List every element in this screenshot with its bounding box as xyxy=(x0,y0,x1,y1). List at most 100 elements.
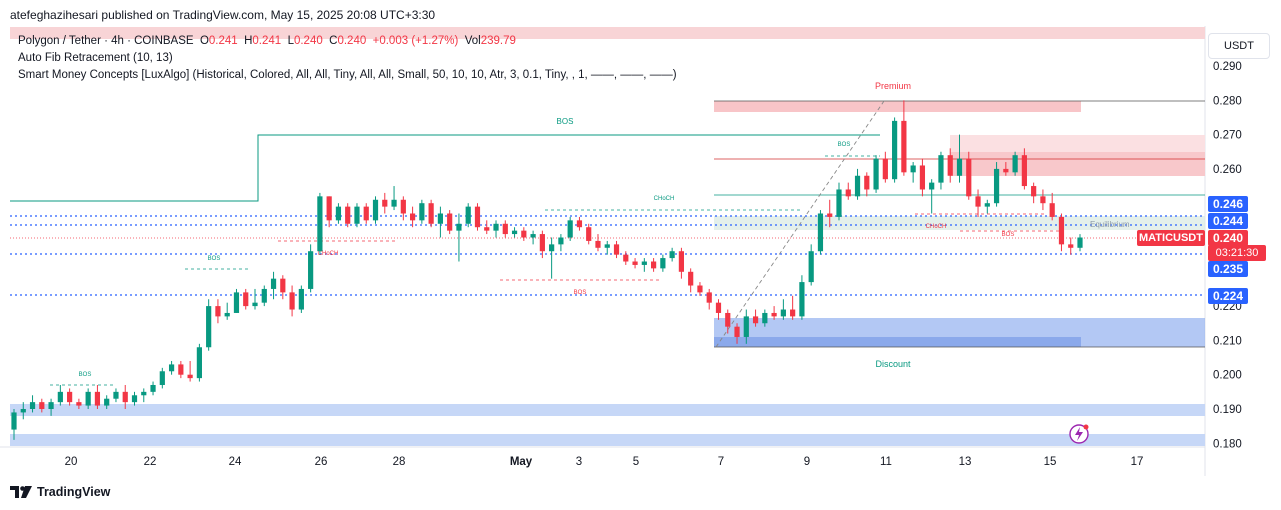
candle-body xyxy=(576,220,583,228)
equilibrium-zone xyxy=(714,216,1205,230)
tradingview-logo[interactable]: TradingView xyxy=(10,485,110,499)
candle-body xyxy=(567,220,573,238)
candle-body xyxy=(224,312,230,317)
price-badge: 0.246 xyxy=(1208,196,1248,212)
candle xyxy=(864,172,870,197)
candle-body xyxy=(966,158,972,197)
candle-body xyxy=(845,189,851,197)
time-tick-label: 22 xyxy=(144,456,157,468)
candle xyxy=(326,196,332,228)
candle-body xyxy=(882,158,888,180)
price-tick-label: 0.210 xyxy=(1213,335,1242,347)
candle-body xyxy=(308,251,314,289)
candle xyxy=(76,398,82,409)
legend-vol-label: Vol xyxy=(464,35,481,47)
time-tick-label: 7 xyxy=(718,456,724,468)
candle xyxy=(474,203,481,231)
legend-h-label: H xyxy=(244,35,253,47)
candle-body xyxy=(790,309,796,317)
candle-body xyxy=(289,292,295,310)
symbol-badge: MATICUSDT xyxy=(1137,230,1205,246)
candle-body xyxy=(688,271,694,286)
candle xyxy=(947,148,953,183)
candle xyxy=(799,275,805,320)
candle xyxy=(910,162,916,183)
candle xyxy=(771,306,777,320)
candle xyxy=(623,251,629,265)
candle-body xyxy=(1012,155,1018,173)
candle-body xyxy=(929,182,935,190)
candle xyxy=(141,388,147,403)
candle-body xyxy=(641,261,647,265)
time-tick-label: 11 xyxy=(880,456,892,468)
candle-body xyxy=(1021,155,1027,187)
candle-body xyxy=(613,244,620,255)
candle-body xyxy=(706,292,712,303)
candle xyxy=(298,285,304,313)
candle xyxy=(827,199,833,228)
candle-body xyxy=(372,199,379,221)
candle xyxy=(966,151,972,200)
candle-body xyxy=(437,213,443,224)
candle-body xyxy=(48,402,54,409)
candle xyxy=(150,381,156,396)
price-badge: 0.224 xyxy=(1208,288,1248,304)
candle-body xyxy=(178,364,184,375)
candle-body xyxy=(94,391,101,406)
candle xyxy=(67,388,73,406)
candle xyxy=(929,179,935,214)
candle xyxy=(428,199,434,228)
discount-label: Discount xyxy=(875,359,911,369)
lightning-icon[interactable] xyxy=(1069,424,1089,444)
candlestick-chart[interactable]: Premium Discount Equilibrium BOS BOS BOS… xyxy=(0,26,1281,476)
legend-change: +0.003 (+1.27%) xyxy=(372,35,459,47)
premium-label: Premium xyxy=(875,81,911,91)
candle-body xyxy=(808,251,814,283)
tradingview-icon xyxy=(10,486,32,498)
currency-button[interactable]: USDT xyxy=(1208,33,1270,59)
candle-body xyxy=(919,165,926,190)
candle-body xyxy=(428,203,434,224)
candle xyxy=(94,384,101,409)
candle-body xyxy=(29,402,36,409)
candle-body xyxy=(317,196,323,252)
candle xyxy=(1031,182,1037,204)
chart-area[interactable]: Premium Discount Equilibrium BOS BOS BOS… xyxy=(0,26,1281,476)
candle-body xyxy=(150,384,156,392)
bos-label-main: BOS xyxy=(557,117,574,126)
candle-body xyxy=(1003,168,1009,173)
candle-body xyxy=(474,206,481,228)
legend-h-value: 0.241 xyxy=(252,35,282,47)
discount-zone xyxy=(714,318,1205,347)
legend-line-2[interactable]: Auto Fib Retracement (10, 13) xyxy=(18,52,173,64)
candle-body xyxy=(419,203,425,221)
candle xyxy=(1077,234,1083,252)
candle-body xyxy=(984,203,990,207)
candle-body xyxy=(604,244,610,248)
candle xyxy=(892,117,898,183)
candle-body xyxy=(511,230,518,235)
candle xyxy=(901,100,907,176)
bos-label-2: BOS xyxy=(208,256,221,262)
candle xyxy=(993,162,1000,207)
legend-line-3[interactable]: Smart Money Concepts [LuxAlgo] (Historic… xyxy=(18,69,677,81)
legend-l-value: 0.240 xyxy=(293,35,323,47)
price-tick-label: 0.290 xyxy=(1213,61,1242,73)
candle xyxy=(530,230,536,245)
candle xyxy=(873,155,879,193)
candle xyxy=(678,247,685,279)
candle xyxy=(576,216,583,231)
candle xyxy=(363,203,369,224)
candle-body xyxy=(892,120,898,180)
candle xyxy=(447,210,453,235)
time-axis-ticks: 20 22 24 26 28 May 3 5 7 9 11 13 15 17 xyxy=(65,456,1144,468)
candle-body xyxy=(280,278,286,293)
candle-body xyxy=(725,312,731,327)
footer: TradingView xyxy=(0,476,1281,510)
candle-body xyxy=(873,158,879,190)
candle-body xyxy=(261,288,267,303)
candle-body xyxy=(827,213,833,217)
candle-body xyxy=(595,240,601,248)
candle-body xyxy=(345,206,351,224)
candle xyxy=(632,258,638,269)
